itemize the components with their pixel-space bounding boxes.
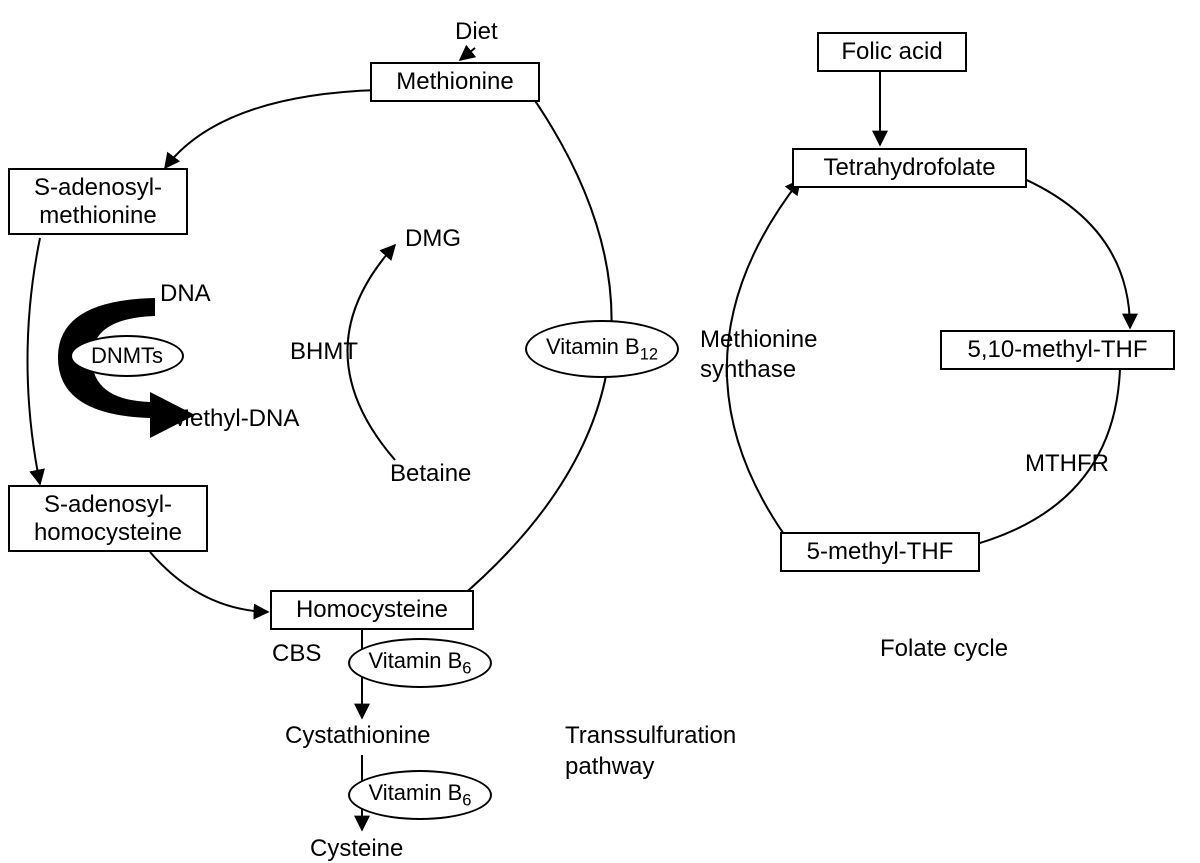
edge-met-sam (165, 90, 378, 168)
node-folic-acid: Folic acid (817, 32, 967, 72)
label-cysteine: Cysteine (310, 835, 403, 863)
node-sam: S-adenosyl- methionine (8, 168, 188, 235)
node-methionine: Methionine (370, 62, 540, 102)
node-510-methyl-thf: 5,10-methyl-THF (940, 330, 1175, 370)
node-label: Vitamin B6 (369, 780, 472, 810)
node-5-methyl-thf: 5-methyl-THF (780, 532, 980, 572)
node-sah: S-adenosyl- homocysteine (8, 485, 208, 552)
node-homocysteine: Homocysteine (270, 590, 474, 630)
edge-sah-hcy (150, 552, 268, 612)
label-bhmt: BHMT (290, 338, 358, 366)
label-dmg: DMG (405, 225, 461, 253)
node-label: S-adenosyl- homocysteine (34, 491, 182, 546)
node-label: Tetrahydrofolate (823, 154, 995, 181)
label-dna: DNA (160, 280, 211, 308)
node-vitamin-b6-lower: Vitamin B6 (348, 770, 492, 820)
node-label: S-adenosyl- methionine (34, 174, 162, 229)
node-vitamin-b12: Vitamin B12 (525, 320, 679, 378)
node-label: Homocysteine (296, 596, 448, 623)
label-transsulfuration: Transsulfuration pathway (565, 720, 736, 782)
node-label: Vitamin B12 (546, 334, 658, 364)
label-cystathionine: Cystathionine (285, 722, 430, 750)
edge-sam-sah (28, 238, 41, 484)
node-label: Vitamin B6 (369, 648, 472, 678)
label-betaine: Betaine (390, 460, 471, 488)
node-label: Methionine (396, 68, 513, 95)
node-thf: Tetrahydrofolate (792, 148, 1027, 188)
label-mthfr: MTHFR (1025, 450, 1109, 478)
node-dnmts: DNMTs (70, 335, 184, 377)
node-label: Folic acid (841, 38, 942, 65)
edge-thf-510 (1008, 172, 1130, 328)
node-label: 5-methyl-THF (807, 538, 954, 565)
label-methyl-dna: Methyl-DNA (170, 405, 299, 433)
label-diet: Diet (455, 18, 498, 46)
node-label: 5,10-methyl-THF (967, 336, 1147, 363)
node-label: DNMTs (91, 343, 163, 369)
label-cbs: CBS (272, 640, 321, 668)
node-vitamin-b6-upper: Vitamin B6 (348, 638, 492, 688)
label-methionine-synthase: Methionine synthase (700, 325, 817, 385)
label-folate-cycle: Folate cycle (880, 635, 1008, 663)
edge-diet-met (460, 48, 475, 60)
